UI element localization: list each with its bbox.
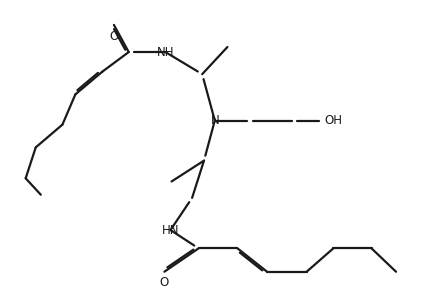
Text: N: N [210,114,219,127]
Text: O: O [160,277,169,289]
Text: NH: NH [157,45,174,59]
Text: HN: HN [162,224,179,236]
Text: OH: OH [324,114,342,127]
Text: O: O [109,30,118,43]
